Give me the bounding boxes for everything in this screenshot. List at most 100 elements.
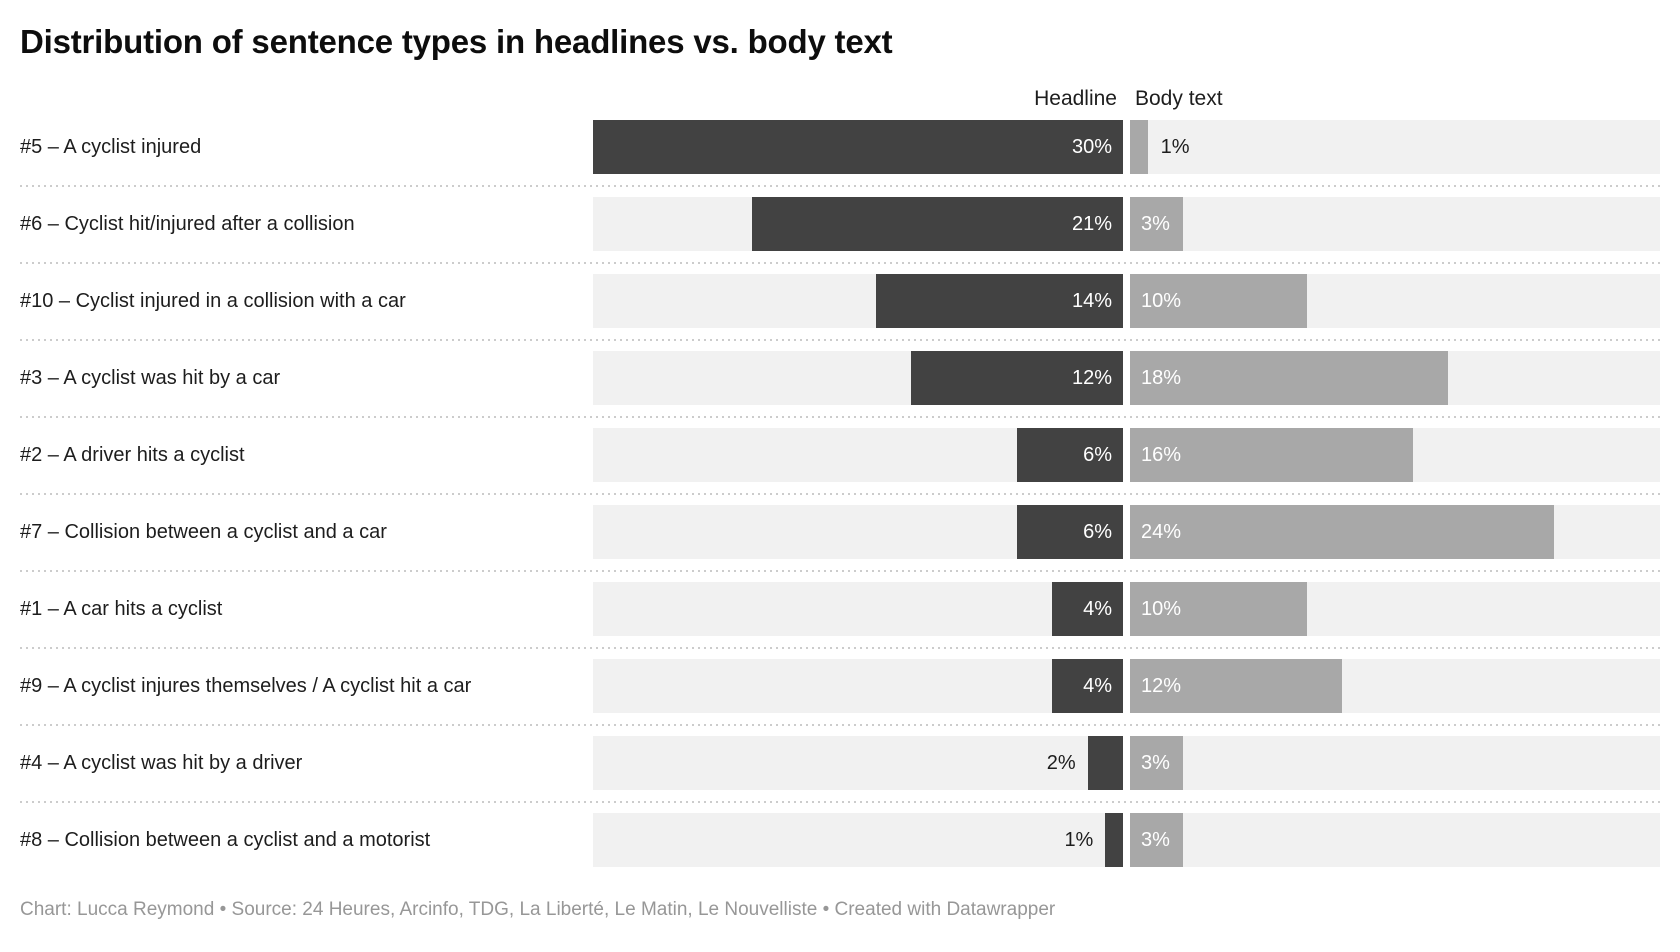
row-separator [20, 328, 1660, 351]
row-separator [20, 405, 1660, 428]
body-bar [1130, 120, 1148, 174]
body-track: 18% [1130, 351, 1660, 405]
headline-bar: 6% [1017, 428, 1123, 482]
body-value: 3% [1141, 751, 1170, 774]
headline-bar: 6% [1017, 505, 1123, 559]
body-value: 16% [1141, 443, 1182, 466]
body-track: 3% [1130, 197, 1660, 251]
body-bar: 3% [1130, 197, 1183, 251]
body-track: 3% [1130, 736, 1660, 790]
footer-credit: Chart: Lucca Reymond • Source: 24 Heures… [20, 899, 1056, 920]
body-track: 3% [1130, 813, 1660, 867]
headline-value: 4% [1083, 674, 1112, 697]
headline-value: 4% [1083, 597, 1112, 620]
row-separator-line [20, 723, 1660, 726]
bar-row: #5 – A cyclist injured 30% 1% [20, 120, 1660, 174]
headline-value-outside: 2% [1046, 751, 1076, 774]
row-separator-line [20, 184, 1660, 187]
bar-row: #4 – A cyclist was hit by a driver 2% 3% [20, 736, 1660, 790]
row-label: #3 – A cyclist was hit by a car [20, 366, 281, 389]
body-track: 24% [1130, 505, 1660, 559]
bar-row: #10 – Cyclist injured in a collision wit… [20, 274, 1660, 328]
row-label: #7 – Collision between a cyclist and a c… [20, 520, 387, 543]
column-headers: Headline Body text [20, 86, 1660, 112]
bar-row: #3 – A cyclist was hit by a car 12% 18% [20, 351, 1660, 405]
row-separator [20, 713, 1660, 736]
headline-bar: 21% [752, 197, 1123, 251]
body-bar: 24% [1130, 505, 1554, 559]
page-title: Distribution of sentence types in headli… [20, 23, 893, 60]
row-label: #1 – A car hits a cyclist [20, 597, 223, 620]
bar-row: #8 – Collision between a cyclist and a m… [20, 813, 1660, 867]
headline-track: 2% [593, 736, 1123, 790]
row-separator [20, 559, 1660, 582]
body-bar: 16% [1130, 428, 1413, 482]
body-value: 12% [1141, 674, 1182, 697]
row-separator-line [20, 415, 1660, 418]
body-value: 10% [1141, 597, 1182, 620]
body-bar: 10% [1130, 274, 1307, 328]
body-value: 24% [1141, 520, 1182, 543]
chart-card: Distribution of sentence types in headli… [20, 23, 1660, 920]
headline-value: 6% [1083, 443, 1112, 466]
headline-value: 21% [1071, 212, 1112, 235]
row-label: #8 – Collision between a cyclist and a m… [20, 828, 431, 851]
row-separator [20, 174, 1660, 197]
headline-track: 6% [593, 428, 1123, 482]
body-value-outside: 1% [1160, 135, 1190, 158]
bar-row: #1 – A car hits a cyclist 4% 10% [20, 582, 1660, 636]
chart-rows: #5 – A cyclist injured 30% 1% #6 – Cycli… [20, 120, 1660, 867]
headline-track: 21% [593, 197, 1123, 251]
row-separator [20, 790, 1660, 813]
row-separator [20, 636, 1660, 659]
row-separator [20, 482, 1660, 505]
body-bar: 3% [1130, 736, 1183, 790]
body-bar: 3% [1130, 813, 1183, 867]
body-bar: 10% [1130, 582, 1307, 636]
row-label: #4 – A cyclist was hit by a driver [20, 751, 303, 774]
headline-track: 4% [593, 582, 1123, 636]
row-label: #9 – A cyclist injures themselves / A cy… [20, 674, 472, 697]
body-value: 3% [1141, 212, 1170, 235]
column-header-headline: Headline [1034, 87, 1117, 110]
row-separator-line [20, 569, 1660, 572]
headline-bar: 4% [1052, 582, 1123, 636]
body-track: 16% [1130, 428, 1660, 482]
headline-bar [1105, 813, 1123, 867]
body-bar: 18% [1130, 351, 1448, 405]
row-separator [20, 251, 1660, 274]
headline-track: 6% [593, 505, 1123, 559]
row-separator-line [20, 646, 1660, 649]
body-track: 12% [1130, 659, 1660, 713]
row-label: #5 – A cyclist injured [20, 135, 202, 158]
row-separator-line [20, 492, 1660, 495]
body-bar: 12% [1130, 659, 1342, 713]
body-track: 10% [1130, 582, 1660, 636]
headline-bar: 4% [1052, 659, 1123, 713]
headline-track: 4% [593, 659, 1123, 713]
headline-bar: 12% [911, 351, 1123, 405]
body-track: 1% [1130, 120, 1660, 174]
headline-bar: 14% [875, 274, 1123, 328]
headline-track: 12% [593, 351, 1123, 405]
headline-value: 14% [1071, 289, 1112, 312]
body-value: 3% [1141, 828, 1170, 851]
headline-bar [1087, 736, 1123, 790]
headline-track: 30% [593, 120, 1123, 174]
column-header-body: Body text [1135, 87, 1223, 110]
bar-row: #7 – Collision between a cyclist and a c… [20, 505, 1660, 559]
row-label: #2 – A driver hits a cyclist [20, 443, 245, 466]
headline-value: 12% [1071, 366, 1112, 389]
headline-value: 6% [1083, 520, 1112, 543]
headline-track: 14% [593, 274, 1123, 328]
body-value: 18% [1141, 366, 1182, 389]
bar-row: #6 – Cyclist hit/injured after a collisi… [20, 197, 1660, 251]
row-separator-line [20, 800, 1660, 803]
body-track: 10% [1130, 274, 1660, 328]
row-separator-line [20, 261, 1660, 264]
body-value: 10% [1141, 289, 1182, 312]
headline-value: 30% [1071, 135, 1112, 158]
bar-row: #9 – A cyclist injures themselves / A cy… [20, 659, 1660, 713]
row-separator-line [20, 338, 1660, 341]
headline-bar: 30% [593, 120, 1123, 174]
